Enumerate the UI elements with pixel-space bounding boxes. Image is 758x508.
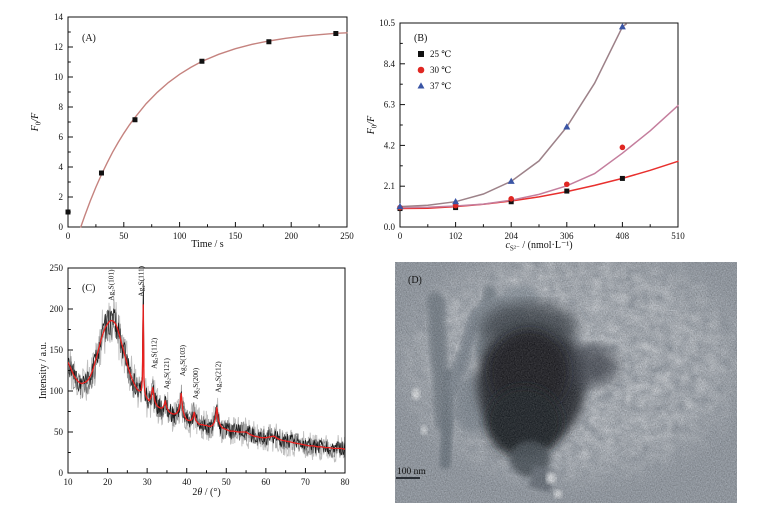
y-tick-label: 4 xyxy=(59,162,64,172)
scale-bar-label: 100 nm xyxy=(397,467,426,477)
measured-points-marker xyxy=(199,58,205,64)
fit-30C-line xyxy=(399,104,679,209)
x-tick-label: 408 xyxy=(616,231,630,241)
x-tick-label: 100 xyxy=(173,231,187,241)
panel-letter-label: (B) xyxy=(414,33,427,44)
scale-bar-line xyxy=(396,477,420,479)
x-tick-label: 20 xyxy=(103,477,113,487)
points-37C-marker xyxy=(507,177,515,184)
y-tick-label: 6.3 xyxy=(384,100,396,110)
x-axis-label: Time / s xyxy=(191,239,224,250)
x-tick-label: 80 xyxy=(341,477,351,487)
x-tick-label: 50 xyxy=(222,477,232,487)
panel-c-xrd-chart: 10 20 30 40 50 60 70 80 0 50 100 150 200 250 2θ / (°) I… xyxy=(38,263,351,498)
y-tick-label: 4.2 xyxy=(384,140,395,150)
y-axis-label: F0/F xyxy=(366,115,378,135)
peak-label: Ag₂S(121) xyxy=(162,357,171,389)
y-tick-label: 8 xyxy=(59,102,64,112)
measured-points-marker xyxy=(65,209,71,215)
legend-label: 37 ℃ xyxy=(430,81,451,91)
x-tick-label: 60 xyxy=(261,477,271,487)
x-tick-label: 30 xyxy=(143,477,153,487)
y-axis-label: Intensity / a.u. xyxy=(38,342,49,399)
x-axis-label: cS²⁻ / (nmol·L⁻¹) xyxy=(505,240,572,252)
legend-label: 25 ℃ xyxy=(430,49,451,59)
x-tick-label: 306 xyxy=(560,231,574,241)
peak-label: Ag₂S(103) xyxy=(178,344,187,376)
x-tick-label: 150 xyxy=(229,231,243,241)
xrd-traces xyxy=(68,278,345,463)
points-25C-marker xyxy=(508,199,514,205)
panel-letter-label: (C) xyxy=(82,283,95,294)
measured-points-marker xyxy=(98,170,104,176)
points-25C-marker xyxy=(564,188,570,194)
xrd-raw-trace xyxy=(68,291,345,456)
panel-d-tem-image: (D) 100 nm xyxy=(395,262,737,503)
points-25C-marker xyxy=(619,175,625,181)
points-37C-marker xyxy=(396,202,404,210)
points-30C-marker xyxy=(508,196,514,202)
y-tick-label: 0.0 xyxy=(384,222,396,232)
x-tick-label: 102 xyxy=(449,231,463,241)
y-tick-label: 8.4 xyxy=(384,59,396,69)
x-tick-label: 40 xyxy=(182,477,192,487)
y-axis-label: F0/F xyxy=(30,112,42,132)
xrd-smoothed-trace xyxy=(68,304,345,450)
x-tick-label: 70 xyxy=(301,477,311,487)
y-tick-label: 200 xyxy=(50,304,64,314)
y-tick-label: 14 xyxy=(54,12,64,22)
y-tick-label: 10 xyxy=(54,72,64,82)
x-tick-label: 10 xyxy=(64,477,74,487)
y-tick-label: 12 xyxy=(54,42,63,52)
points-30C-marker xyxy=(564,181,570,188)
y-tick-label: 0 xyxy=(59,468,64,478)
panel-b-stern-volmer-chart: 0 102 204 306 408 510 0.0 2.1 4.2 6.3 8.4 10.5 cS²⁻ … xyxy=(366,18,685,252)
x-axis-label: 2θ / (°) xyxy=(192,487,220,498)
legend-marker-circle xyxy=(417,66,425,74)
xrd-raw-trace xyxy=(68,284,345,463)
fit-curve-line xyxy=(80,32,348,228)
y-tick-label: 6 xyxy=(59,132,64,142)
axes-box xyxy=(67,16,348,228)
y-tick-label: 0 xyxy=(59,222,64,232)
peak-label: Ag₂S(200) xyxy=(191,367,200,399)
y-tick-label: 150 xyxy=(50,345,64,355)
y-tick-label: 100 xyxy=(50,386,64,396)
legend-label: 30 ℃ xyxy=(430,65,451,75)
legend-marker-square xyxy=(418,51,424,57)
measured-points-marker xyxy=(266,39,272,45)
points-37C-marker xyxy=(563,123,571,130)
fit-25C-line xyxy=(399,160,679,210)
tem-micrograph xyxy=(395,262,737,503)
points-37C-marker xyxy=(452,198,460,205)
peak-label: Ag₂S(212) xyxy=(214,361,223,393)
panel-d-label: (D) xyxy=(408,275,422,286)
peak-label: Ag₂S(111) xyxy=(136,265,145,296)
x-tick-label: 250 xyxy=(340,231,354,241)
tem-grain-light xyxy=(395,262,737,503)
y-tick-label: 2.1 xyxy=(384,181,395,191)
x-tick-label: 0 xyxy=(398,231,403,241)
measured-points-marker xyxy=(333,31,339,36)
y-tick-label: 250 xyxy=(50,263,64,273)
panel-a-kinetics-chart: 0 50 100 150 200 250 0 2 4 6 8 10 12 14 Time / s F0/F (A… xyxy=(30,12,354,250)
x-tick-label: 200 xyxy=(284,231,298,241)
measured-points-marker xyxy=(132,117,138,123)
x-tick-label: 204 xyxy=(504,231,518,241)
x-tick-label: 0 xyxy=(66,231,71,241)
legend-marker-triangle xyxy=(417,82,425,89)
points-37C-marker xyxy=(618,23,626,30)
panel-letter-label: (A) xyxy=(82,33,96,44)
x-tick-label: 510 xyxy=(671,231,685,241)
points-30C-marker xyxy=(619,144,626,151)
x-tick-label: 50 xyxy=(119,231,129,241)
y-tick-label: 50 xyxy=(54,427,64,437)
y-tick-label: 10.5 xyxy=(379,18,395,28)
peak-label: Ag₂S(101) xyxy=(107,269,116,301)
y-tick-label: 2 xyxy=(59,192,64,202)
peak-label: Ag₂S(112) xyxy=(149,337,158,369)
fit-37C-line xyxy=(399,23,627,208)
